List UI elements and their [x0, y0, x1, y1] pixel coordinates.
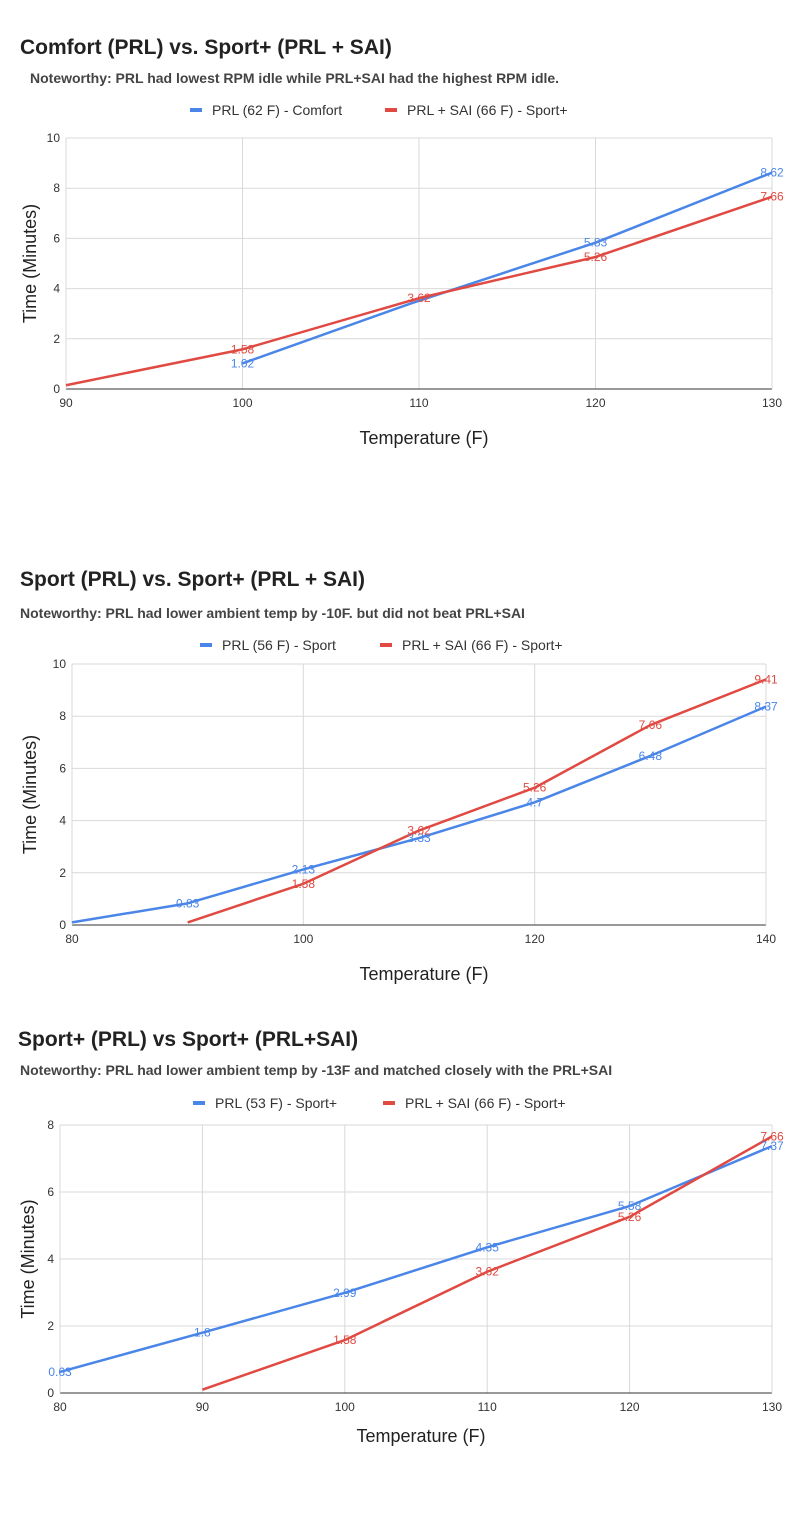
data-label: 5.26	[584, 250, 608, 264]
x-tick-label: 110	[409, 396, 428, 410]
chart-plot: 80 100 120 140 0 2 4 6 8 10 Temperature (F) Time (M…	[20, 637, 778, 984]
y-tick-label: 0	[53, 382, 60, 396]
chart-subtitle: Noteworthy: PRL had lower ambient temp b…	[20, 605, 525, 621]
x-tick-label: 100	[232, 396, 252, 410]
y-tick-label: 8	[59, 709, 66, 723]
x-axis-title: Temperature (F)	[356, 1426, 485, 1446]
data-label: 2.13	[292, 862, 316, 876]
legend-swatch	[190, 108, 202, 112]
series-line-2	[65, 195, 773, 387]
data-label: 4.35	[476, 1240, 500, 1254]
y-tick-label: 0	[59, 918, 66, 932]
x-tick-label: 120	[525, 932, 545, 946]
legend-swatch	[383, 1101, 395, 1105]
data-label: 0.83	[176, 896, 200, 910]
chart-title: Comfort (PRL) vs. Sport+ (PRL + SAI)	[20, 36, 392, 59]
chart-title: Sport+ (PRL) vs Sport+ (PRL+SAI)	[18, 1028, 359, 1051]
x-tick-label: 130	[762, 1400, 782, 1414]
legend-entry: PRL (53 F) - Sport+	[215, 1095, 337, 1111]
legend-swatch	[200, 643, 212, 647]
data-label: 6.48	[639, 749, 663, 763]
y-tick-label: 2	[47, 1319, 54, 1333]
y-axis-title: Time (Minutes)	[20, 735, 40, 854]
chart-1: Comfort (PRL) vs. Sport+ (PRL + SAI) Not…	[0, 0, 794, 460]
series-line-1	[71, 705, 767, 924]
data-label: 4.7	[526, 795, 543, 809]
data-label: 5.58	[618, 1199, 642, 1213]
y-tick-label: 8	[53, 181, 60, 195]
y-tick-label: 6	[59, 761, 66, 775]
data-label: 7.37	[760, 1139, 784, 1153]
series-line-2	[187, 678, 767, 924]
y-tick-label: 10	[53, 657, 67, 671]
chart-subtitle: Noteworthy: PRL had lower ambient temp b…	[20, 1062, 613, 1078]
y-tick-label: 4	[47, 1252, 54, 1266]
legend-entry: PRL (56 F) - Sport	[222, 637, 336, 653]
chart-title: Sport (PRL) vs. Sport+ (PRL + SAI)	[20, 568, 365, 591]
x-tick-label: 90	[59, 396, 73, 410]
x-tick-label: 80	[65, 932, 79, 946]
x-tick-label: 100	[335, 1400, 355, 1414]
data-label: 7.66	[760, 190, 784, 204]
legend-entry: PRL (62 F) - Comfort	[212, 102, 342, 118]
y-tick-label: 10	[47, 131, 61, 145]
data-label: 3.62	[407, 291, 431, 305]
x-tick-label: 130	[762, 396, 782, 410]
series-line-1	[59, 1144, 773, 1374]
data-label: 7.66	[760, 1129, 784, 1143]
y-tick-label: 6	[47, 1185, 54, 1199]
data-label: 8.62	[760, 166, 784, 180]
data-label: 1.02	[231, 356, 255, 370]
data-label: 3.33	[407, 831, 431, 845]
y-tick-label: 0	[47, 1386, 54, 1400]
x-tick-label: 140	[756, 932, 776, 946]
data-label: 1.8	[194, 1326, 211, 1340]
y-tick-label: 2	[59, 866, 66, 880]
x-tick-label: 120	[620, 1400, 640, 1414]
chart-plot: 90 100 110 120 130 0 2 4 6 8 10 Temperature (F) Time…	[20, 102, 784, 448]
data-label: 3.62	[407, 824, 431, 838]
x-axis-title: Temperature (F)	[359, 428, 488, 448]
data-label: 7.66	[639, 718, 663, 732]
data-label: 1.58	[333, 1333, 357, 1347]
chart-subtitle: Noteworthy: PRL had lowest RPM idle whil…	[30, 70, 560, 86]
x-tick-label: 80	[53, 1400, 67, 1414]
x-tick-label: 100	[293, 932, 313, 946]
x-axis-title: Temperature (F)	[359, 964, 488, 984]
data-label: 0.63	[48, 1365, 72, 1379]
series-line-2	[201, 1135, 773, 1391]
y-axis-title: Time (Minutes)	[20, 204, 40, 323]
y-tick-label: 4	[53, 282, 60, 296]
series-line-1	[242, 171, 773, 365]
data-label: 3.62	[476, 1265, 500, 1279]
data-label: 5.26	[523, 781, 547, 795]
legend-entry: PRL + SAI (66 F) - Sport+	[405, 1095, 566, 1111]
data-label: 5.83	[584, 236, 608, 250]
data-label: 2.99	[333, 1286, 357, 1300]
x-tick-label: 120	[585, 396, 605, 410]
y-tick-label: 8	[47, 1118, 54, 1132]
data-label: 1.58	[292, 877, 316, 891]
legend-swatch	[193, 1101, 205, 1105]
y-tick-label: 2	[53, 332, 60, 346]
y-tick-label: 6	[53, 231, 60, 245]
data-label: 9.41	[754, 672, 778, 686]
x-tick-label: 90	[196, 1400, 210, 1414]
legend-swatch	[385, 108, 397, 112]
y-axis-title: Time (Minutes)	[18, 1199, 38, 1318]
legend-entry: PRL + SAI (66 F) - Sport+	[407, 102, 568, 118]
legend-entry: PRL + SAI (66 F) - Sport+	[402, 637, 563, 653]
data-label: 8.37	[754, 700, 778, 714]
x-tick-label: 110	[478, 1400, 497, 1414]
data-label: 5.26	[618, 1210, 642, 1224]
data-label: 1.58	[231, 342, 255, 356]
chart-2: Sport (PRL) vs. Sport+ (PRL + SAI) Notew…	[20, 568, 778, 984]
legend-swatch	[380, 643, 392, 647]
y-tick-label: 4	[59, 814, 66, 828]
